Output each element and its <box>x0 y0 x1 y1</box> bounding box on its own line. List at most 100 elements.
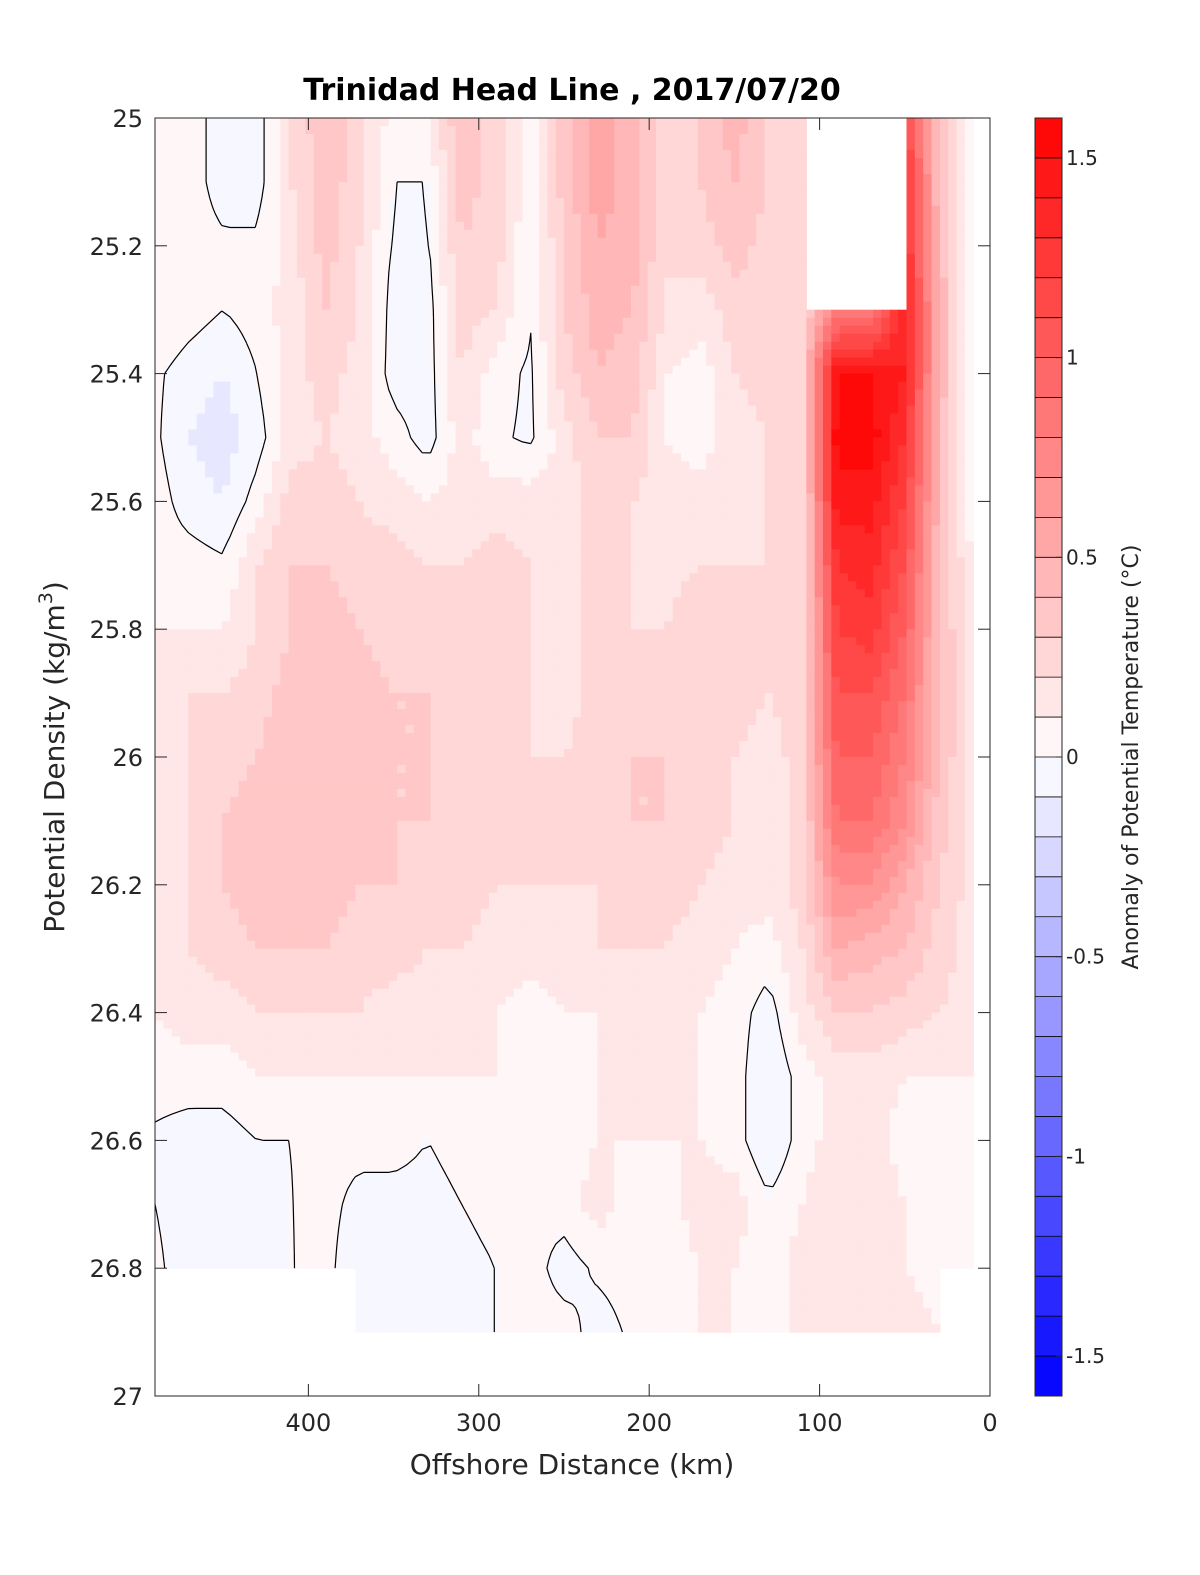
heatmap-cell <box>647 141 657 151</box>
heatmap-cell <box>522 237 532 247</box>
heatmap-cell <box>722 405 732 415</box>
heatmap-cell <box>280 541 290 550</box>
heatmap-cell <box>463 533 473 542</box>
heatmap-cell <box>230 205 240 215</box>
heatmap-cell <box>238 541 248 550</box>
heatmap-cell <box>288 237 298 247</box>
heatmap-cell <box>397 389 407 399</box>
heatmap-cell <box>881 309 891 319</box>
heatmap-cell <box>681 501 690 510</box>
heatmap-cell <box>505 181 515 191</box>
heatmap-cell <box>605 541 615 550</box>
heatmap-cell <box>280 261 290 271</box>
heatmap-cell <box>405 118 415 127</box>
heatmap-cell <box>388 493 398 502</box>
heatmap-cell <box>530 149 540 159</box>
heatmap-cell <box>772 189 782 199</box>
heatmap-cell <box>923 141 933 151</box>
heatmap-cell <box>447 237 457 247</box>
heatmap-cell <box>964 405 974 415</box>
heatmap-cell <box>430 541 440 550</box>
heatmap-cell <box>489 261 498 271</box>
heatmap-cell <box>706 397 716 407</box>
heatmap-cell <box>413 365 423 375</box>
heatmap-cell <box>363 237 373 247</box>
heatmap-cell <box>689 429 699 439</box>
heatmap-cell <box>171 485 181 495</box>
heatmap-cell <box>438 301 448 311</box>
heatmap-cell <box>296 437 306 447</box>
heatmap-cell <box>964 325 974 335</box>
heatmap-cell <box>739 477 749 487</box>
heatmap-cell <box>288 221 298 231</box>
heatmap-cell <box>288 325 298 335</box>
heatmap-cell <box>605 165 615 175</box>
heatmap-cell <box>388 237 398 247</box>
heatmap-cell <box>848 517 857 526</box>
heatmap-cell <box>789 325 799 335</box>
heatmap-cell <box>614 149 624 159</box>
heatmap-cell <box>196 301 206 311</box>
heatmap-cell <box>355 501 365 510</box>
heatmap-cell <box>580 341 590 351</box>
heatmap-cell <box>497 317 507 327</box>
heatmap-cell <box>555 261 565 271</box>
heatmap-cell <box>514 461 523 471</box>
heatmap-cell <box>463 317 473 327</box>
heatmap-cell <box>355 373 365 383</box>
heatmap-cell <box>255 365 265 375</box>
heatmap-cell <box>438 373 448 383</box>
heatmap-cell <box>564 357 574 367</box>
heatmap-cell <box>605 493 615 502</box>
heatmap-cell <box>739 189 749 199</box>
heatmap-cell <box>280 149 290 159</box>
heatmap-cell <box>789 237 799 247</box>
heatmap-cell <box>964 429 974 439</box>
heatmap-cell <box>597 309 607 319</box>
heatmap-cell <box>672 197 682 207</box>
heatmap-cell <box>555 389 565 399</box>
heatmap-cell <box>856 317 866 327</box>
heatmap-cell <box>380 381 390 391</box>
heatmap-cell <box>572 381 582 391</box>
heatmap-cell <box>814 541 824 550</box>
heatmap-cell <box>221 525 231 534</box>
heatmap-cell <box>605 349 615 359</box>
heatmap-cell <box>405 157 415 167</box>
heatmap-cell <box>948 333 958 343</box>
heatmap-cell <box>271 469 281 479</box>
heatmap-cell <box>188 253 198 263</box>
heatmap-cell <box>246 357 256 367</box>
heatmap-cell <box>472 317 482 327</box>
heatmap-cell <box>480 469 490 479</box>
heatmap-cell <box>397 149 407 159</box>
heatmap-cell <box>363 397 373 407</box>
heatmap-cell <box>438 197 448 207</box>
heatmap-cell <box>155 253 164 263</box>
heatmap-cell <box>647 461 657 471</box>
heatmap-cell <box>530 269 540 279</box>
heatmap-cell <box>422 205 432 215</box>
heatmap-cell <box>213 269 223 279</box>
heatmap-cell <box>572 509 582 518</box>
heatmap-cell <box>413 189 423 199</box>
heatmap-cell <box>547 501 557 510</box>
heatmap-cell <box>564 365 574 375</box>
heatmap-cell <box>664 453 674 463</box>
heatmap-cell <box>630 485 640 495</box>
heatmap-cell <box>722 277 732 287</box>
heatmap-cell <box>697 389 707 399</box>
heatmap-cell <box>656 485 665 495</box>
heatmap-cell <box>372 533 382 542</box>
heatmap-cell <box>296 309 306 319</box>
heatmap-cell <box>689 333 699 343</box>
heatmap-cell <box>522 509 532 518</box>
heatmap-cell <box>397 285 407 295</box>
heatmap-cell <box>781 221 791 231</box>
heatmap-cell <box>814 405 824 415</box>
heatmap-cell <box>605 197 615 207</box>
heatmap-cell <box>781 541 791 550</box>
heatmap-cell <box>530 533 540 542</box>
heatmap-cell <box>572 125 582 135</box>
